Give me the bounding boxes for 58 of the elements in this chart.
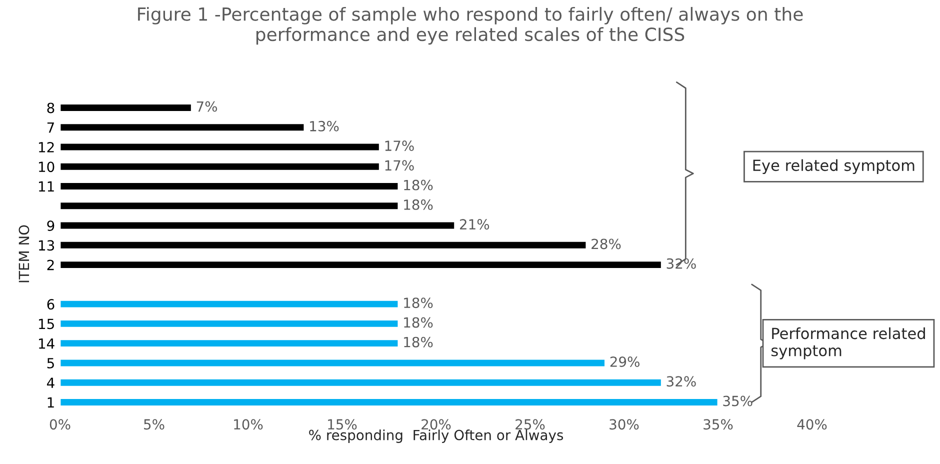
y-tick-label: 1 [48,397,54,408]
bar [60,260,662,270]
bar [60,142,380,152]
y-tick-label: 11 [38,181,54,192]
bar [60,182,400,191]
chart-title: Figure 1 -Percentage of sample who respond to fairly often/ always on the performance and eye related scales of the CISS [138,6,803,45]
bar [60,122,306,132]
y-tick-label: 13 [38,240,54,251]
data-label: 29% [610,356,640,367]
y-tick-label: 8 [47,102,54,114]
bar [60,240,588,250]
annotation: Eye related symptom [753,159,914,174]
data-label: 32% [666,376,696,387]
data-label: 28% [592,238,621,250]
x-tick-label: 15% [328,419,357,430]
y-tick-label: 7 [47,122,54,133]
bar [60,338,400,348]
data-label: 35% [723,396,752,406]
data-label: 7% [196,101,218,112]
y-axis-title: ITEM NO [18,225,30,282]
data-label: 32% [666,258,696,269]
x-tick-label: 30% [610,419,639,430]
data-label: 13% [310,120,339,132]
x-tick-label: 5% [144,419,164,430]
data-label: 18% [404,199,433,210]
y-tick-label: 10 [38,162,54,172]
data-label: 17% [385,160,414,171]
data-label: 18% [404,336,433,348]
y-tick-label: 9 [47,220,54,232]
bar [60,358,606,368]
bar [60,319,400,328]
x-tick-label: 40% [797,419,827,430]
data-label: 18% [404,298,433,308]
y-tick-label: 5 [47,358,54,368]
bar [60,398,719,407]
y-tick-label: 4 [46,378,54,388]
data-label: 17% [385,140,414,152]
x-tick-label: 35% [704,419,733,430]
y-tick-label: 6 [47,299,54,310]
x-axis-title: % responding Fairly Often or Always [309,430,564,443]
annotation: Performance related symptom [771,327,925,360]
bar [60,299,400,309]
y-tick-label: 15 [38,318,54,330]
bar [60,201,400,211]
x-tick-label: 20% [422,419,451,430]
x-tick-label: 0% [50,419,70,430]
y-tick-label: 2 [47,260,54,270]
data-label: 18% [404,317,433,328]
bar [60,220,456,230]
x-tick-label: 25% [516,419,545,430]
bar [60,103,192,112]
x-tick-label: 10% [234,419,263,430]
y-tick-label: 12 [38,142,54,152]
y-tick-label: 14 [38,338,54,349]
data-label: 18% [404,180,433,190]
data-label: 21% [460,219,490,230]
bar [60,162,380,172]
bar [60,378,662,388]
